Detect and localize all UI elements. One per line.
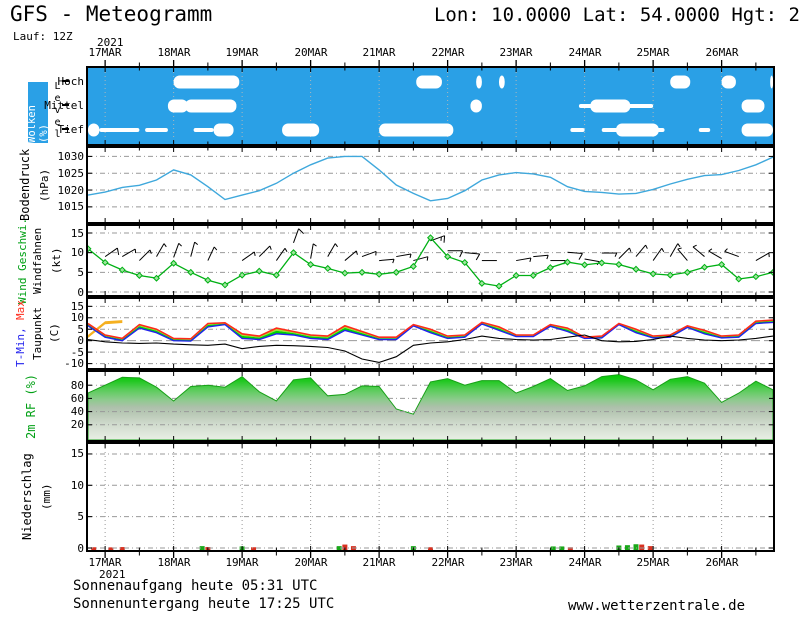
y-tick-label: 1015 <box>57 200 85 213</box>
cloud-level-label: Tief <box>57 123 85 136</box>
temp-axis-label: T-Min, Max <box>14 297 27 370</box>
date-label-top: 24MAR <box>568 46 602 59</box>
wind-barb-axis-label: Windfahnen <box>31 227 44 294</box>
date-label-bottom: 23MAR <box>499 556 533 569</box>
temperature-panel <box>86 297 775 370</box>
clouds-level-axis-label: Level <box>52 81 63 141</box>
y-tick-label: -5 <box>70 346 84 359</box>
date-label-bottom: 26MAR <box>705 556 739 569</box>
y-tick-label: 80 <box>70 379 84 392</box>
sunrise-text: Sonnenaufgang heute 05:31 UTC <box>73 578 318 594</box>
pressure-panel <box>86 146 775 224</box>
temp-min-label: T-Min, <box>14 326 27 367</box>
y-tick-label: 1020 <box>57 184 85 197</box>
cloud-level-tick <box>62 104 69 106</box>
year-label-top: 2021 <box>97 36 124 49</box>
y-tick-label: 1025 <box>57 167 85 180</box>
wind-speed-axis-label: Wind Geschwi. <box>16 217 29 304</box>
y-tick-label: 0 <box>77 334 84 347</box>
date-label-bottom: 19MAR <box>225 556 259 569</box>
cloud-level-label: Hoch <box>57 75 85 88</box>
clouds-chart <box>88 68 773 144</box>
date-label-top: 25MAR <box>636 46 670 59</box>
y-tick-label: 15 <box>70 227 84 240</box>
humidity-axis-label: 2m RF (%) <box>24 373 38 439</box>
temperature-chart <box>88 299 773 368</box>
date-label-top: 18MAR <box>157 46 191 59</box>
y-tick-label: 1030 <box>57 150 85 163</box>
date-label-bottom: 18MAR <box>157 556 191 569</box>
humidity-chart <box>88 372 773 440</box>
date-label-top: 21MAR <box>362 46 396 59</box>
y-tick-label: 10 <box>70 479 84 492</box>
temp-max-label: Max <box>14 300 27 321</box>
y-tick-label: 20 <box>70 418 84 431</box>
sunset-text: Sonnenuntergang heute 17:25 UTC <box>73 596 335 612</box>
y-tick-label: 5 <box>77 323 84 336</box>
cloud-level-label: Mittel <box>44 99 84 112</box>
y-tick-label: 10 <box>70 246 84 259</box>
dewpoint-axis-label: Taupunkt <box>31 307 44 360</box>
precip-axis-label: Niederschlag <box>20 453 34 541</box>
year-label-bottom: 2021 <box>99 568 126 581</box>
y-tick-label: 15 <box>70 447 84 460</box>
location-coordinates: Lon: 10.0000 Lat: 54.0000 Hgt: 2 <box>433 4 800 26</box>
top-axis-ticks <box>104 60 757 66</box>
date-label-bottom: 20MAR <box>294 556 328 569</box>
date-label-top: 26MAR <box>705 46 739 59</box>
y-tick-label: 5 <box>77 266 84 279</box>
date-label-top: 22MAR <box>431 46 465 59</box>
y-tick-label: 40 <box>70 405 84 418</box>
wind-chart <box>88 226 773 295</box>
model-run-label: Lauf: 12Z <box>13 30 73 43</box>
date-label-top: 20MAR <box>294 46 328 59</box>
precipitation-chart <box>88 444 773 550</box>
y-tick-label: 0 <box>77 542 84 555</box>
pressure-unit-label: (hPa) <box>38 168 51 202</box>
bottom-axis-ticks <box>104 552 757 558</box>
date-label-bottom: 21MAR <box>362 556 396 569</box>
y-tick-label: 60 <box>70 392 84 405</box>
date-label-top: 19MAR <box>225 46 259 59</box>
wind-panel <box>86 224 775 297</box>
y-tick-label: -10 <box>64 357 84 370</box>
date-label-bottom: 22MAR <box>431 556 465 569</box>
pressure-axis-label: Bodendruck <box>18 148 32 222</box>
date-label-bottom: 24MAR <box>568 556 602 569</box>
cloud-level-tick <box>62 128 69 130</box>
precipitation-panel <box>86 442 775 552</box>
date-label-bottom: 25MAR <box>636 556 670 569</box>
y-tick-label: 5 <box>77 510 84 523</box>
humidity-panel <box>86 370 775 442</box>
date-label-top: 17MAR <box>88 46 122 59</box>
y-tick-label: 15 <box>70 300 84 313</box>
cloud-level-tick <box>62 80 69 82</box>
website-text: www.wetterzentrale.de <box>568 598 746 614</box>
y-tick-label: 10 <box>70 311 84 324</box>
date-label-top: 23MAR <box>499 46 533 59</box>
pressure-chart <box>88 148 773 222</box>
clouds-panel <box>86 66 775 146</box>
page-title: GFS - Meteogramm <box>10 2 213 26</box>
y-tick-label: 0 <box>77 286 84 299</box>
date-label-bottom: 17MAR <box>88 556 122 569</box>
